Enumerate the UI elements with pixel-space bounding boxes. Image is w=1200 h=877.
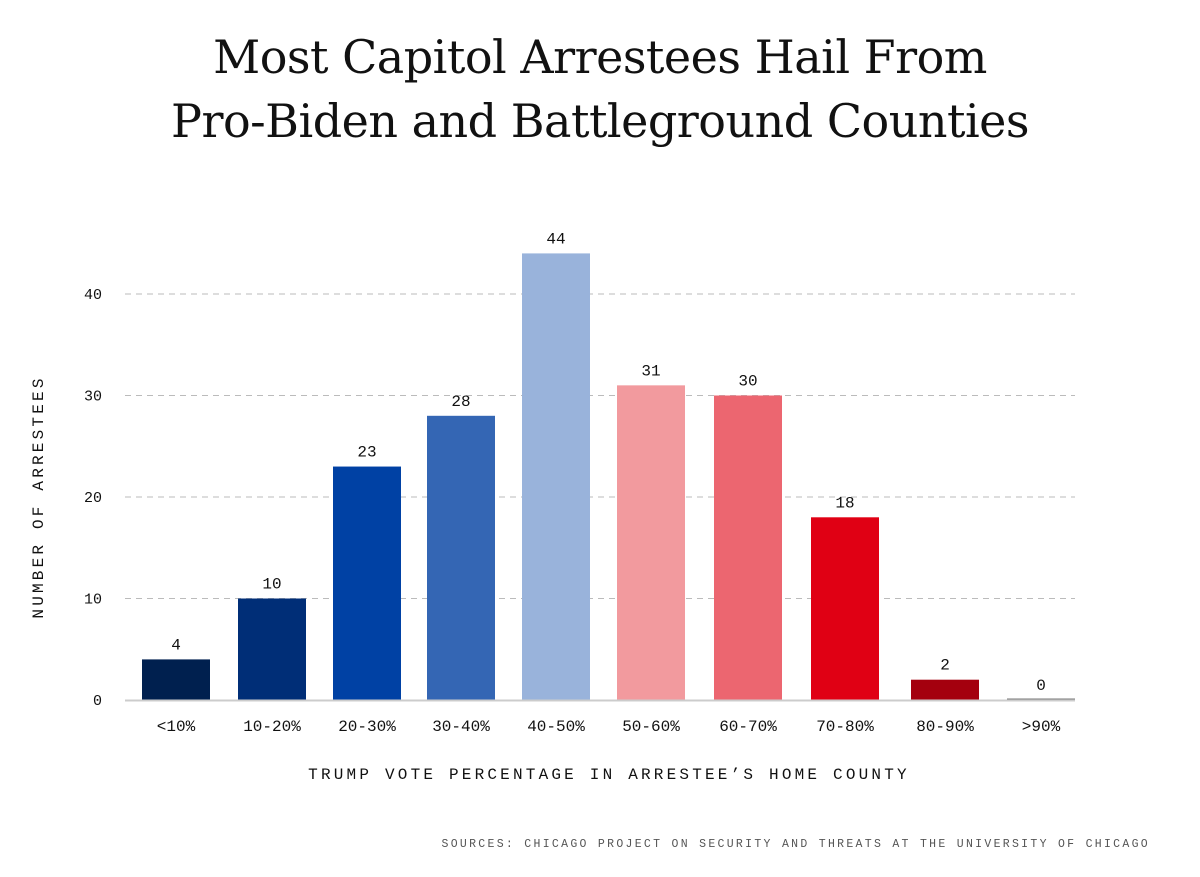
y-tick-label: 30 bbox=[84, 389, 102, 406]
data-label: 44 bbox=[546, 230, 565, 248]
data-label: 28 bbox=[451, 393, 470, 411]
data-label: 0 bbox=[1036, 677, 1046, 695]
y-tick-label: 40 bbox=[84, 287, 102, 304]
data-label: 31 bbox=[641, 362, 660, 380]
x-tick-label: 30-40% bbox=[432, 718, 490, 736]
bar bbox=[522, 253, 590, 700]
data-label: 10 bbox=[262, 576, 281, 594]
y-tick-label: 10 bbox=[84, 592, 102, 609]
data-label: 18 bbox=[835, 494, 854, 512]
bar bbox=[427, 415, 495, 700]
data-label: 2 bbox=[940, 657, 950, 675]
x-tick-label: 80-90% bbox=[916, 718, 974, 736]
chart-title-line2: Pro-Biden and Battleground Counties bbox=[171, 94, 1029, 148]
x-tick-label: 60-70% bbox=[719, 718, 777, 736]
x-tick-label: 40-50% bbox=[527, 718, 585, 736]
bar bbox=[142, 659, 210, 700]
data-label: 23 bbox=[357, 444, 376, 462]
x-tick-label: 20-30% bbox=[338, 718, 396, 736]
bar bbox=[811, 517, 879, 700]
x-tick-label: 50-60% bbox=[622, 718, 680, 736]
x-tick-label: <10% bbox=[157, 718, 196, 736]
bar bbox=[333, 466, 401, 700]
y-tick-label: 0 bbox=[93, 693, 102, 710]
bar bbox=[238, 598, 306, 700]
chart-title-line1: Most Capitol Arrestees Hail From bbox=[213, 30, 987, 84]
data-label: 4 bbox=[171, 636, 181, 654]
x-axis-label: TRUMP VOTE PERCENTAGE IN ARRESTEE’S HOME… bbox=[308, 766, 910, 784]
x-tick-label: >90% bbox=[1022, 718, 1061, 736]
data-label: 30 bbox=[738, 373, 757, 391]
bar bbox=[617, 385, 685, 700]
y-tick-label: 20 bbox=[84, 490, 102, 507]
x-tick-label: 70-80% bbox=[816, 718, 874, 736]
source-note: SOURCES: CHICAGO PROJECT ON SECURITY AND… bbox=[441, 838, 1150, 851]
y-axis-label: NUMBER OF ARRESTEES bbox=[30, 375, 48, 618]
bar bbox=[714, 395, 782, 700]
bar bbox=[911, 679, 979, 700]
x-tick-label: 10-20% bbox=[243, 718, 301, 736]
